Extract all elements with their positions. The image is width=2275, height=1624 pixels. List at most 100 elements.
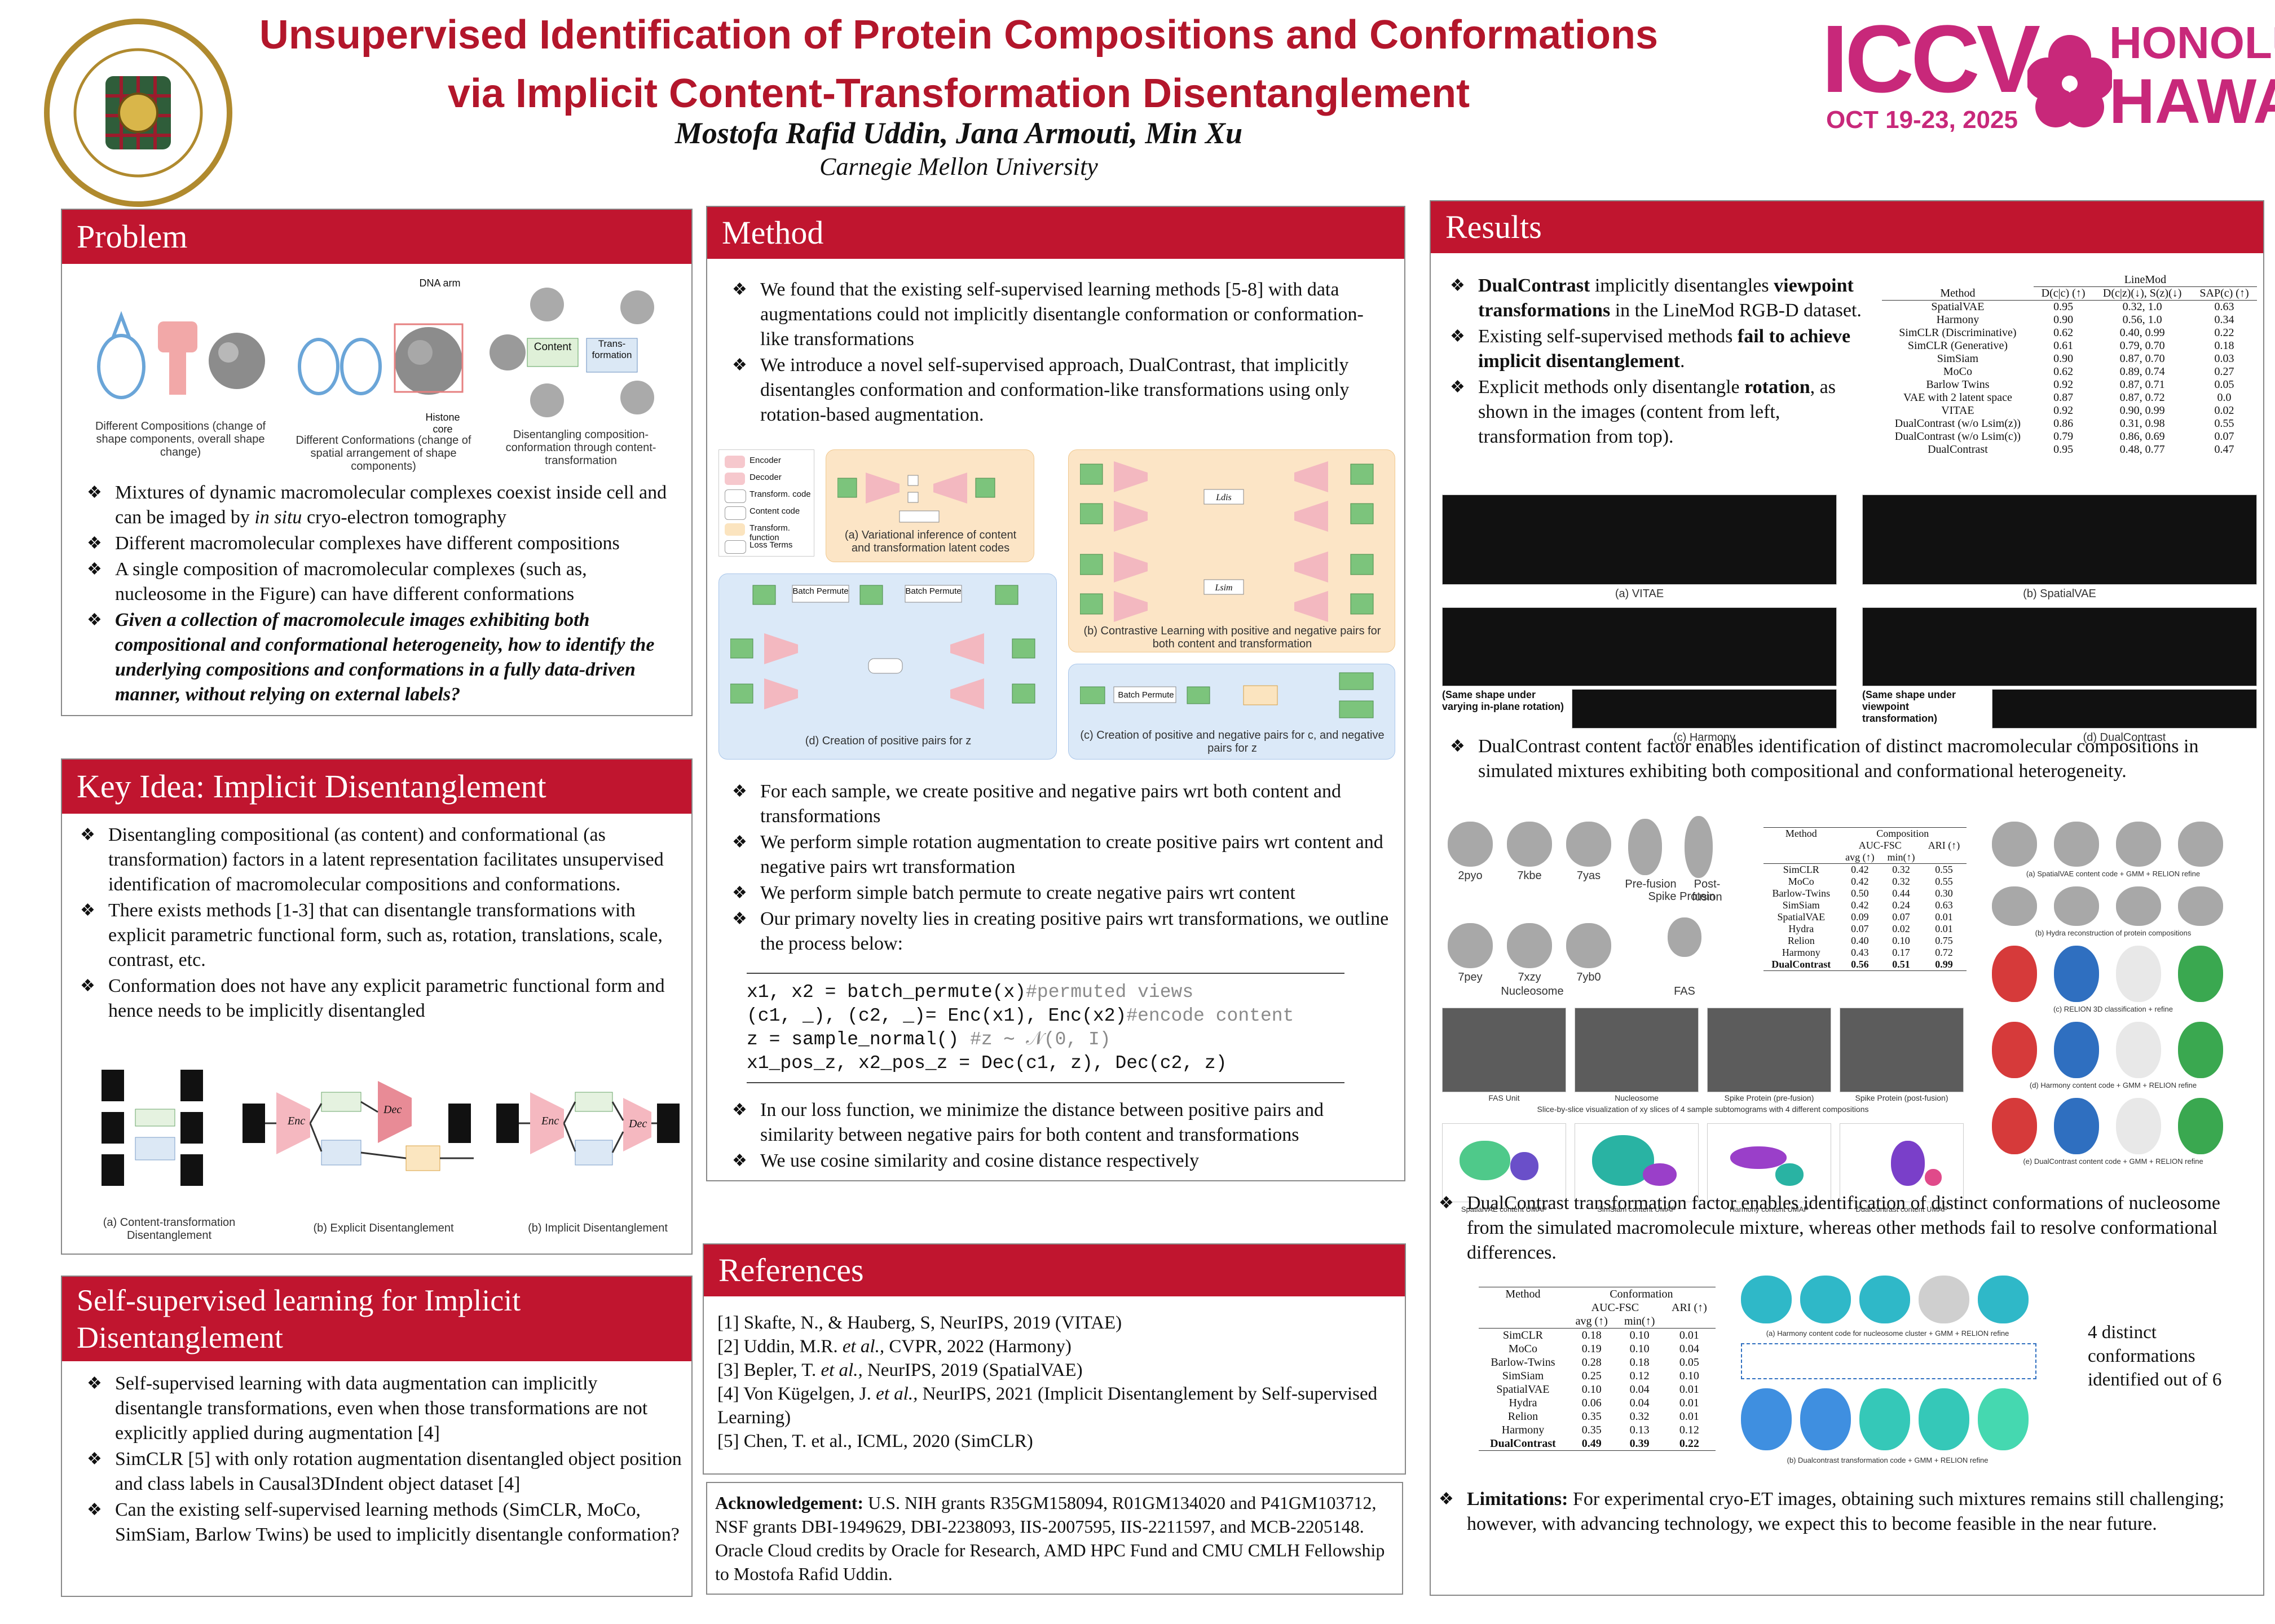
table-row: Barlow Twins 0.92 0.87, 0.71 0.05 xyxy=(1882,378,2257,391)
method-bullet: We perform simple batch permute to creat… xyxy=(724,881,1390,906)
table-cell: 0.10 xyxy=(1581,1383,1602,1396)
conformation-shapes xyxy=(298,323,464,395)
method-figure: Encoder Decoder Transform. code Content … xyxy=(718,449,1395,765)
table-cell: 0.0 xyxy=(2217,391,2232,404)
table-row: Relion 0.35 0.32 0.01 xyxy=(1479,1410,1716,1423)
table-row: MoCo 0.62 0.89, 0.74 0.27 xyxy=(1882,365,2257,378)
table-row: SimCLR (Generative) 0.61 0.79, 0.70 0.18 xyxy=(1882,339,2257,352)
table-cell: 0.34 xyxy=(2214,314,2234,326)
table-cell: SpatialVAE xyxy=(1777,911,1826,923)
table-cell: SimCLR (Discriminative) xyxy=(1899,326,2017,339)
table-cell: 0.79 xyxy=(2053,430,2074,443)
table-row: SimSiam 0.90 0.87, 0.70 0.03 xyxy=(1882,352,2257,365)
table-cell: 0.04 xyxy=(1679,1343,1699,1355)
table-cell: 0.10 xyxy=(1892,935,1910,946)
table-cell: 0.55 xyxy=(1935,876,1953,887)
reference-item: [3] Bepler, T. et al., NeurIPS, 2019 (Sp… xyxy=(717,1360,1083,1380)
table-row: DualContrast 0.49 0.39 0.22 xyxy=(1479,1437,1716,1451)
conformation-table: Method Conformation AUC-FSC ARI (↑) avg (↑… xyxy=(1479,1287,1716,1451)
table-cell: 0.30 xyxy=(1935,888,1953,899)
table-cell: Harmony xyxy=(1782,947,1820,958)
table-cell: 0.87 xyxy=(2053,391,2074,404)
table-cell: 0.18 xyxy=(2214,339,2234,352)
table-row: SpatialVAE 0.09 0.07 0.01 xyxy=(1763,911,1967,923)
table-cell: MoCo xyxy=(1788,876,1814,887)
problem-caption-3: Disentangling composition-conformation t… xyxy=(505,429,656,467)
cmu-seal-logo xyxy=(42,17,234,209)
table-cell: 0.09 xyxy=(1851,911,1869,923)
method-bullet: We found that the existing self-supervis… xyxy=(724,277,1390,352)
table-cell: 0.75 xyxy=(1935,935,1953,946)
table-cell: 0.02 xyxy=(2214,404,2234,417)
table-row: VAE with 2 latent space 0.87 0.87, 0.72 0.0 xyxy=(1882,391,2257,404)
table-cell: 0.28 xyxy=(1581,1356,1602,1369)
table-cell: 0.50 xyxy=(1851,888,1869,899)
table-row: SpatialVAE 0.10 0.04 0.01 xyxy=(1479,1383,1716,1396)
table-cell: 0.32, 1.0 xyxy=(2122,301,2162,313)
table-cell: 0.01 xyxy=(1935,923,1953,934)
method-bullet: Our primary novelty lies in creating pos… xyxy=(724,907,1390,956)
table-cell: 0.79, 0.70 xyxy=(2119,339,2165,352)
dec-label: Dec xyxy=(383,1104,402,1116)
note-same-shape-1: (Same shape under varying in-plane rotat… xyxy=(1442,689,1564,712)
key-idea-bullet: Conformation does not have any explicit … xyxy=(72,974,681,1023)
results-heading: Results xyxy=(1431,201,2263,253)
limitations-bullet: Limitations: For experimental cryo-ET im… xyxy=(1431,1487,2254,1537)
problem-figure: Different Compositions (change of shape … xyxy=(79,276,677,473)
table-cell: 0.86, 0.69 xyxy=(2119,430,2165,443)
key-idea-figure: Enc Dec Enc Dec (a) Content-transformati… xyxy=(79,1058,682,1250)
table-row: DualContrast 0.56 0.51 0.99 xyxy=(1763,959,1967,971)
method-fig-a: (a) Variational inference of content and… xyxy=(826,449,1034,562)
problem-question: Given a collection of macromolecule imag… xyxy=(79,608,682,707)
results-bullet: DualContrast transformation factor enabl… xyxy=(1431,1191,2254,1265)
table-cell: 0.24 xyxy=(1892,899,1910,911)
problem-panel: Problem Different Compositions (change o… xyxy=(61,209,693,716)
table-cell: 0.07 xyxy=(2214,430,2234,443)
reference-item: [1] Skafte, N., & Hauberg, S, NeurIPS, 2… xyxy=(717,1313,1122,1333)
histone-label: Histone core xyxy=(425,412,460,435)
table-cell: 0.22 xyxy=(1679,1437,1699,1450)
table-cell: 0.89, 0.74 xyxy=(2119,365,2165,378)
results-bullet: Existing self-supervised methods fail to… xyxy=(1442,324,1882,374)
table-cell: 0.62 xyxy=(2053,365,2074,378)
ack-panel: Acknowledgement: U.S. NIH grants R35GM15… xyxy=(706,1482,1403,1595)
table-cell: 0.56 xyxy=(1851,959,1869,970)
table-cell: DualContrast xyxy=(1771,959,1831,970)
linemod-table: LineMod Method D(c|c) (↑) D(c|z)(↓), S(z)(… xyxy=(1882,273,2257,456)
reference-item: [4] Von Kügelgen, J. et al., NeurIPS, 20… xyxy=(717,1384,1378,1428)
table-row: Harmony 0.43 0.17 0.72 xyxy=(1763,947,1967,959)
conformation-note: 4 distinct conformations identified out … xyxy=(2088,1322,2222,1390)
results-bullets-4: Limitations: For experimental cryo-ET im… xyxy=(1431,1487,2254,1538)
table-cell: Barlow Twins xyxy=(1926,378,1990,391)
key-idea-caption-c: (b) Implicit Disentanglement xyxy=(528,1222,668,1234)
table-cell: 0.49 xyxy=(1581,1437,1602,1450)
iccv-dates: OCT 19-23, 2025 xyxy=(1826,106,2018,134)
key-idea-bullet: There exists methods [1-3] that can dise… xyxy=(72,898,681,973)
table-cell: SimCLR xyxy=(1783,864,1819,875)
table-row: MoCo 0.19 0.10 0.04 xyxy=(1479,1342,1716,1356)
table-cell: 0.55 xyxy=(2214,417,2234,430)
table-cell: 0.04 xyxy=(1629,1383,1650,1396)
dec-label-2: Dec xyxy=(629,1118,647,1130)
table-cell: 0.72 xyxy=(1935,947,1953,958)
results-bullets-2: DualContrast content factor enables iden… xyxy=(1442,734,2254,785)
table-cell: MoCo xyxy=(1943,365,1972,378)
table-cell: 0.18 xyxy=(1629,1356,1650,1369)
table-cell: 0.07 xyxy=(1892,911,1910,923)
code-line: z = sample_normal() #z ∼ 𝒩(0, I) xyxy=(747,1029,1111,1050)
table-cell: 0.01 xyxy=(1679,1410,1699,1423)
table-cell: 0.10 xyxy=(1679,1370,1699,1382)
harmony-grid xyxy=(1442,607,1837,686)
table-cell: 0.48, 0.77 xyxy=(2119,443,2165,456)
problem-bullet: Mixtures of dynamic macromolecular compl… xyxy=(79,480,682,530)
table-cell: 0.51 xyxy=(1892,959,1910,970)
table-row: SpatialVAE 0.95 0.32, 1.0 0.63 xyxy=(1882,301,2257,314)
table-cell: 0.06 xyxy=(1581,1397,1602,1409)
table-cell: 0.10 xyxy=(1629,1329,1650,1341)
table-cell: 0.87, 0.71 xyxy=(2119,378,2165,391)
table-cell: 0.32 xyxy=(1892,876,1910,887)
table-row: Harmony 0.90 0.56, 1.0 0.34 xyxy=(1882,314,2257,326)
table-cell: 0.32 xyxy=(1892,864,1910,875)
code-line: x1_pos_z, x2_pos_z = Dec(c1, z), Dec(c2,… xyxy=(747,1053,1227,1074)
table-cell: 0.05 xyxy=(2214,378,2234,391)
